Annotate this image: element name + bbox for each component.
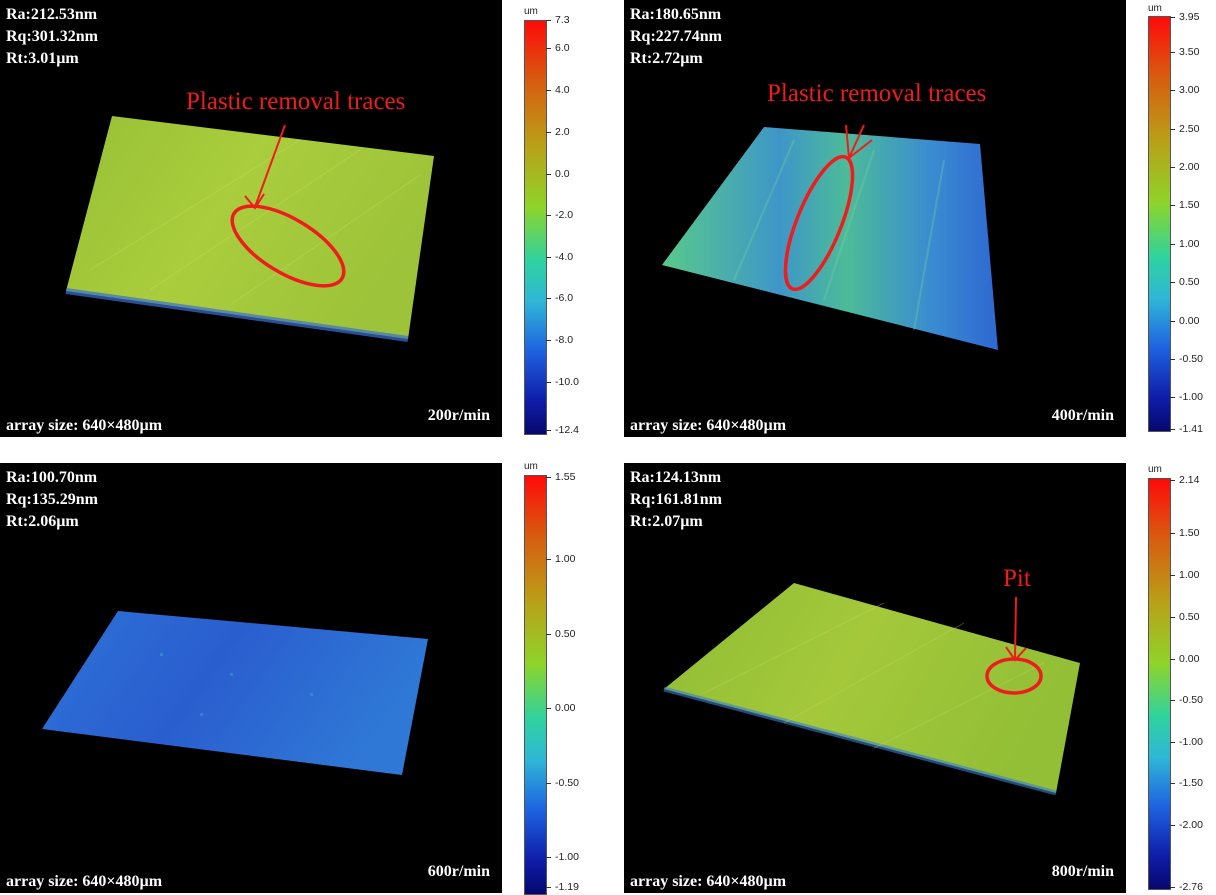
colorbar-tick: 1.50 bbox=[1179, 527, 1200, 539]
surface-plot: Ra:180.65nm Rq:227.74nm Rt:2.72µm array … bbox=[624, 0, 1126, 437]
colorbar-unit: um bbox=[1148, 3, 1162, 14]
ra-value: Ra:124.13nm bbox=[630, 469, 722, 486]
colorbar-tick: -2.0 bbox=[555, 209, 574, 221]
colorbar-tick: 1.00 bbox=[1179, 238, 1200, 250]
colorbar-tick: -1.00 bbox=[1179, 391, 1203, 403]
colorbar-tick: 2.00 bbox=[1179, 161, 1200, 173]
annotation-label: Plastic removal traces bbox=[186, 88, 406, 115]
colorbar-tick: -1.00 bbox=[1179, 736, 1203, 748]
rq-value: Rq:135.29nm bbox=[6, 491, 99, 508]
colorbar-tick: 2.14 bbox=[1179, 474, 1200, 486]
colorbar-tick: 3.50 bbox=[1179, 46, 1200, 58]
surface-image bbox=[662, 127, 998, 350]
colorbar-tick: -0.50 bbox=[555, 777, 579, 789]
rq-value: Rq:227.74nm bbox=[630, 28, 723, 45]
colorbar-tick: -10.0 bbox=[555, 376, 579, 388]
colorbar-tick: -2.00 bbox=[1179, 819, 1203, 831]
speed-label: 800r/min bbox=[1051, 863, 1114, 880]
colorbar: um 3.95 3.50 3.00 2.50 2.00 1.50 1.00 0.… bbox=[1148, 3, 1216, 435]
colorbar-tick: 1.00 bbox=[1179, 569, 1200, 581]
colorbar-tick: 1.00 bbox=[555, 553, 576, 565]
rt-value: Rt:2.72µm bbox=[630, 50, 703, 67]
speed-label: 600r/min bbox=[427, 863, 490, 880]
colorbar-tick: -2.76 bbox=[1179, 881, 1203, 893]
surface-plot: Ra:212.53nm Rq:301.32nm Rt:3.01µm array … bbox=[0, 0, 502, 437]
colorbar-gradient bbox=[1148, 478, 1171, 890]
annotation-label: Plastic removal traces bbox=[767, 80, 987, 107]
array-size-label: array size: 640×480µm bbox=[630, 873, 787, 890]
colorbar-tick: 1.55 bbox=[555, 471, 576, 483]
ra-value: Ra:212.53nm bbox=[6, 6, 98, 23]
array-size-label: array size: 640×480µm bbox=[630, 417, 787, 434]
colorbar-tick: -0.50 bbox=[1179, 694, 1203, 706]
array-size-label: array size: 640×480µm bbox=[6, 417, 163, 434]
colorbar-tick: 6.0 bbox=[555, 42, 570, 54]
colorbar-tick: 0.00 bbox=[1179, 315, 1200, 327]
annotation-marks bbox=[985, 596, 1043, 695]
colorbar-tick: 2.50 bbox=[1179, 123, 1200, 135]
colorbar-gradient bbox=[524, 475, 547, 895]
colorbar-tick: -1.41 bbox=[1179, 423, 1203, 435]
surface-image bbox=[42, 611, 428, 775]
colorbar-tick: -1.19 bbox=[555, 881, 579, 893]
annotation-marks bbox=[783, 124, 873, 292]
colorbar-unit: um bbox=[524, 6, 538, 17]
rq-value: Rq:301.32nm bbox=[6, 28, 99, 45]
speed-label: 200r/min bbox=[427, 407, 490, 424]
surface-plot: Ra:100.70nm Rq:135.29nm Rt:2.06µm array … bbox=[0, 463, 502, 893]
annotation-marks bbox=[230, 124, 346, 288]
surface-image bbox=[65, 116, 434, 342]
rt-value: Rt:2.07µm bbox=[630, 513, 703, 530]
colorbar: um 7.3 6.0 4.0 2.0 0.0 -2.0 -4.0 -6.0 -8… bbox=[524, 6, 594, 436]
colorbar: um 2.14 1.50 1.00 0.50 0.00 -0.50 -1.00 … bbox=[1148, 464, 1216, 893]
ra-value: Ra:180.65nm bbox=[630, 6, 722, 23]
colorbar-unit: um bbox=[524, 461, 538, 472]
array-size-label: array size: 640×480µm bbox=[6, 873, 163, 890]
colorbar-tick: -8.0 bbox=[555, 334, 574, 346]
colorbar-tick: 4.0 bbox=[555, 84, 570, 96]
colorbar-tick: -6.0 bbox=[555, 292, 574, 304]
colorbar-tick: -4.0 bbox=[555, 251, 574, 263]
colorbar-tick: 7.3 bbox=[555, 14, 570, 26]
colorbar-tick: 0.0 bbox=[555, 168, 570, 180]
colorbar-tick: -1.00 bbox=[555, 851, 579, 863]
colorbar-tick: -1.50 bbox=[1179, 777, 1203, 789]
colorbar-tick: 0.00 bbox=[555, 702, 576, 714]
annotation-label: Pit bbox=[1003, 565, 1031, 592]
rt-value: Rt:3.01µm bbox=[6, 50, 79, 67]
rq-value: Rq:161.81nm bbox=[630, 491, 723, 508]
colorbar-tick: 0.50 bbox=[1179, 611, 1200, 623]
colorbar-tick: 0.00 bbox=[1179, 653, 1200, 665]
surface-image bbox=[663, 583, 1080, 796]
ra-value: Ra:100.70nm bbox=[6, 469, 98, 486]
colorbar-tick: 3.95 bbox=[1179, 11, 1200, 23]
colorbar-tick: 0.50 bbox=[555, 628, 576, 640]
speed-label: 400r/min bbox=[1051, 407, 1114, 424]
rt-value: Rt:2.06µm bbox=[6, 513, 79, 530]
colorbar-tick: 1.50 bbox=[1179, 199, 1200, 211]
colorbar-tick: 3.00 bbox=[1179, 84, 1200, 96]
colorbar-gradient bbox=[1148, 16, 1171, 432]
colorbar: um 1.55 1.00 0.50 0.00 -0.50 -1.00 -1.19 bbox=[524, 461, 594, 895]
colorbar-gradient bbox=[524, 20, 547, 435]
colorbar-tick: -12.4 bbox=[555, 424, 579, 436]
colorbar-tick: 2.0 bbox=[555, 126, 570, 138]
colorbar-tick: 0.50 bbox=[1179, 276, 1200, 288]
surface-plot: Ra:124.13nm Rq:161.81nm Rt:2.07µm array … bbox=[624, 463, 1126, 893]
colorbar-tick: -0.50 bbox=[1179, 353, 1203, 365]
colorbar-unit: um bbox=[1148, 464, 1162, 475]
